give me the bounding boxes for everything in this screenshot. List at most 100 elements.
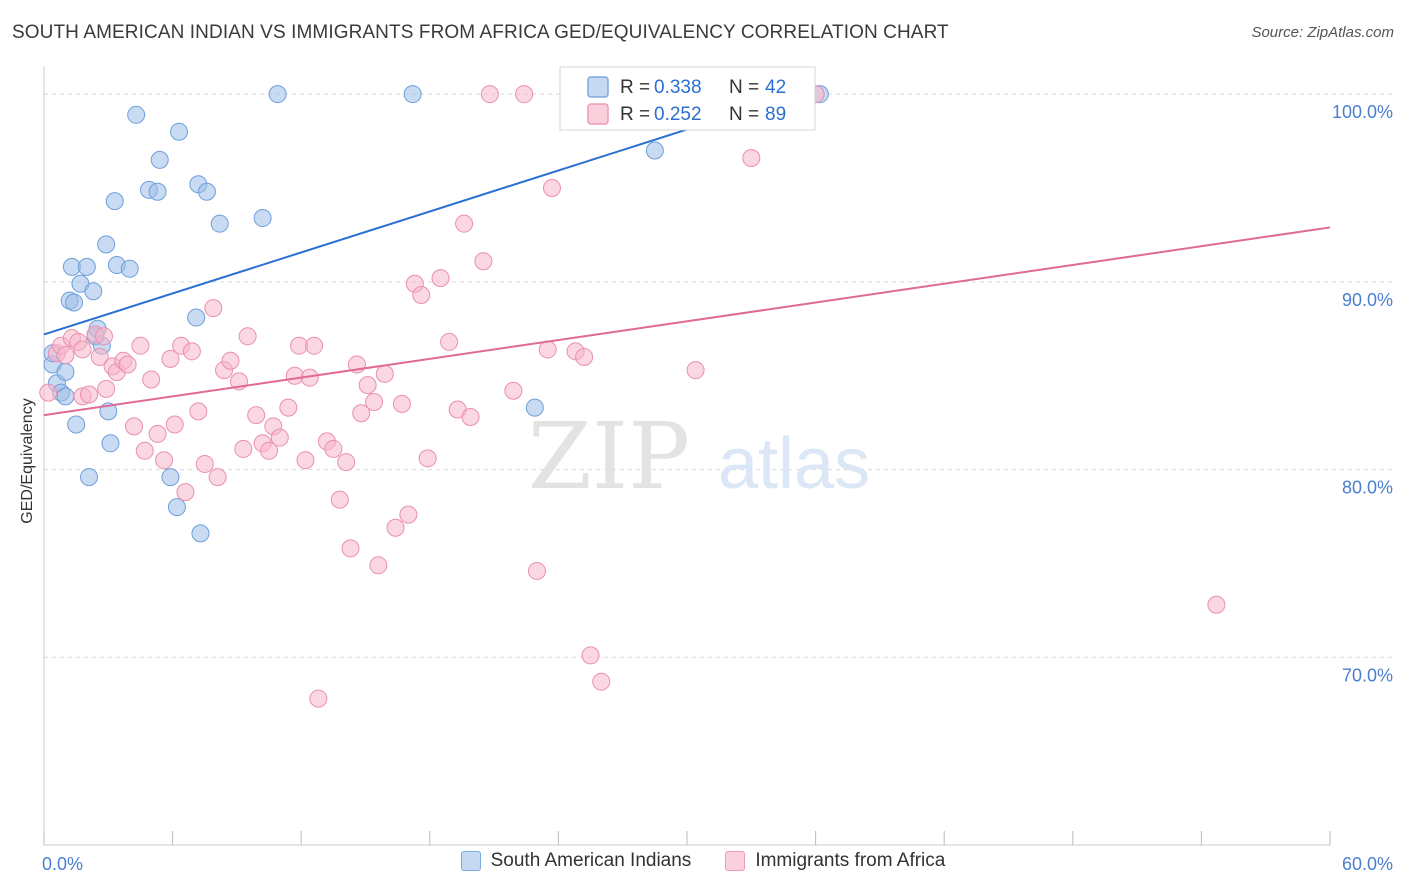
point-immigrants-from-africa — [80, 385, 99, 404]
point-immigrants-from-africa — [247, 406, 266, 425]
point-immigrants-from-africa — [542, 179, 561, 198]
point-immigrants-from-africa — [165, 415, 184, 434]
point-immigrants-from-africa — [39, 383, 58, 402]
point-south-american-indians — [105, 192, 124, 211]
point-immigrants-from-africa — [270, 428, 289, 447]
point-immigrants-from-africa — [515, 85, 534, 104]
point-south-american-indians — [97, 235, 116, 254]
point-immigrants-from-africa — [90, 347, 109, 366]
stats-r-label: R = — [620, 77, 650, 98]
point-immigrants-from-africa — [581, 646, 600, 665]
legend-swatch-pink — [725, 851, 746, 871]
point-immigrants-from-africa — [330, 490, 349, 509]
point-immigrants-from-africa — [176, 483, 195, 502]
point-south-american-indians — [197, 182, 216, 201]
point-south-american-indians — [161, 468, 180, 487]
point-immigrants-from-africa — [399, 505, 418, 524]
stats-swatch — [587, 103, 609, 125]
point-south-american-indians — [210, 214, 229, 233]
point-immigrants-from-africa — [418, 449, 437, 468]
y-tick-label: 90.0% — [1342, 290, 1393, 310]
point-immigrants-from-africa — [238, 327, 257, 346]
point-south-american-indians — [268, 85, 287, 104]
point-immigrants-from-africa — [296, 451, 315, 470]
point-immigrants-from-africa — [527, 561, 546, 580]
y-tick-label: 100.0% — [1332, 102, 1393, 122]
legend-swatch-blue — [460, 851, 481, 871]
point-immigrants-from-africa — [440, 332, 459, 351]
point-south-american-indians — [62, 257, 81, 276]
point-immigrants-from-africa — [204, 299, 223, 318]
point-south-american-indians — [525, 398, 544, 417]
point-immigrants-from-africa — [118, 355, 137, 374]
y-tick-label: 70.0% — [1342, 665, 1393, 685]
point-immigrants-from-africa — [221, 351, 240, 370]
point-immigrants-from-africa — [161, 349, 180, 368]
point-south-american-indians — [80, 468, 99, 487]
point-immigrants-from-africa — [195, 454, 214, 473]
point-immigrants-from-africa — [575, 347, 594, 366]
point-south-american-indians — [403, 85, 422, 104]
stats-n-value: 89 — [765, 104, 786, 125]
trend-lines — [43, 125, 1331, 417]
grid — [44, 93, 1392, 658]
point-immigrants-from-africa — [125, 417, 144, 436]
point-south-american-indians — [77, 257, 96, 276]
x-tick-label-start: 0.0% — [42, 854, 83, 874]
point-immigrants-from-africa — [290, 336, 309, 355]
point-immigrants-from-africa — [148, 424, 167, 443]
point-immigrants-from-africa — [142, 370, 161, 389]
point-immigrants-from-africa — [474, 252, 493, 271]
point-immigrants-from-africa — [686, 361, 705, 380]
point-south-american-indians — [56, 387, 75, 406]
point-immigrants-from-africa — [337, 453, 356, 472]
point-immigrants-from-africa — [155, 451, 174, 470]
point-immigrants-from-africa — [375, 364, 394, 383]
point-immigrants-from-africa — [431, 269, 450, 288]
point-immigrants-from-africa — [279, 398, 298, 417]
point-south-american-indians — [101, 434, 120, 453]
legend-label: Immigrants from Africa — [755, 850, 946, 871]
bottom-legend: South American Indians Immigrants from A… — [0, 850, 1406, 872]
tick-labels: 70.0% 80.0% 90.0% 100.0% 0.0% 60.0% GED/Equiva… — [19, 102, 1393, 874]
point-south-american-indians — [167, 498, 186, 517]
point-immigrants-from-africa — [412, 286, 431, 305]
point-immigrants-from-africa — [189, 402, 208, 421]
point-south-american-indians — [120, 259, 139, 278]
stats-r-label: R = — [620, 104, 650, 125]
point-immigrants-from-africa — [461, 408, 480, 427]
chart-title: SOUTH AMERICAN INDIAN VS IMMIGRANTS FROM… — [12, 22, 949, 43]
point-immigrants-from-africa — [341, 539, 360, 558]
point-immigrants-from-africa — [504, 381, 523, 400]
point-immigrants-from-africa — [742, 148, 761, 167]
point-south-american-indians — [645, 141, 664, 160]
point-immigrants-from-africa — [369, 556, 388, 575]
axes — [43, 66, 1331, 846]
point-immigrants-from-africa — [365, 393, 384, 412]
point-immigrants-from-africa — [73, 340, 92, 359]
point-south-american-indians — [67, 415, 86, 434]
point-immigrants-from-africa — [324, 439, 343, 458]
point-immigrants-from-africa — [480, 85, 499, 104]
legend-item-south-american-indians[interactable]: South American Indians — [460, 850, 691, 872]
stats-n-label: N = — [729, 77, 759, 98]
legend-item-immigrants-from-africa[interactable]: Immigrants from Africa — [725, 850, 945, 872]
point-south-american-indians — [84, 282, 103, 301]
y-tick-label: 80.0% — [1342, 478, 1393, 498]
stats-r-value: 0.252 — [654, 104, 702, 125]
point-south-american-indians — [170, 122, 189, 141]
point-immigrants-from-africa — [392, 394, 411, 413]
point-immigrants-from-africa — [1207, 595, 1226, 614]
point-immigrants-from-africa — [234, 439, 253, 458]
point-south-american-indians — [56, 362, 75, 381]
watermark-atlas: atlas — [718, 424, 870, 504]
trend-line-blue — [43, 125, 699, 336]
data-points — [39, 85, 1226, 708]
point-immigrants-from-africa — [131, 336, 150, 355]
point-immigrants-from-africa — [97, 379, 116, 398]
point-immigrants-from-africa — [386, 518, 405, 537]
source-label: Source: ZipAtlas.com — [1251, 24, 1394, 41]
stats-n-value: 42 — [765, 77, 786, 98]
point-immigrants-from-africa — [305, 336, 324, 355]
point-south-american-indians — [150, 150, 169, 169]
